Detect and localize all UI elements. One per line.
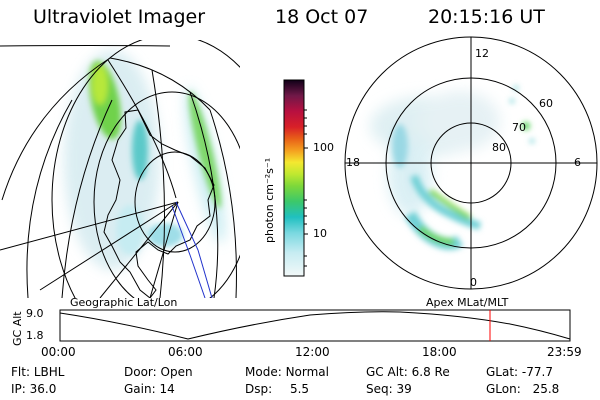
status-gain: Gain: 14 — [124, 382, 175, 396]
status-door-key: Door: — [124, 365, 157, 379]
polar-plot-label: Apex MLat/MLT — [426, 296, 509, 309]
status-glon-value: 25.8 — [532, 382, 560, 396]
altitude-track — [59, 309, 571, 342]
time-tick-0000: 00:00 — [41, 345, 76, 359]
gc-alt-tick-low: 1.8 — [26, 329, 44, 342]
status-gc-alt: GC Alt: 6.8 Re — [366, 365, 450, 379]
status-gc-alt-value: 6.8 Re — [411, 365, 450, 379]
colorbar-unit-label: photon cm⁻²s⁻¹ — [263, 157, 276, 243]
status-mode-value: Normal — [285, 365, 329, 379]
mlt-label-0: 0 — [470, 276, 477, 289]
time-label: 20:15:16 UT — [428, 6, 545, 28]
date-label: 18 Oct 07 — [275, 6, 369, 28]
status-seq-value: 39 — [396, 382, 412, 396]
colorbar-tick-10: 10 — [313, 227, 327, 240]
colorbar — [283, 79, 308, 277]
status-glat-key: GLat: — [486, 365, 519, 379]
status-flt-value: LBHL — [33, 365, 65, 379]
status-glon: GLon: 25.8 — [486, 382, 559, 396]
geographic-map — [0, 40, 240, 298]
status-gain-key: Gain: — [124, 382, 156, 396]
status-flt-key: Flt: — [11, 365, 30, 379]
status-dsp: Dsp: 5.5 — [245, 382, 309, 396]
time-tick-1200: 12:00 — [295, 345, 330, 359]
geo-map-label: Geographic Lat/Lon — [70, 296, 178, 309]
status-gc-alt-key: GC Alt: — [366, 365, 408, 379]
status-gain-value: 14 — [159, 382, 175, 396]
time-tick-2359: 23:59 — [547, 345, 582, 359]
status-mode: Mode: Normal — [245, 365, 329, 379]
status-seq: Seq: 39 — [366, 382, 412, 396]
status-door-value: Open — [160, 365, 193, 379]
status-ip-value: 36.0 — [29, 382, 57, 396]
mlt-label-12: 12 — [475, 47, 489, 60]
status-glat: GLat: -77.7 — [486, 365, 553, 379]
app-title: Ultraviolet Imager — [33, 6, 206, 28]
status-dsp-key: Dsp: — [245, 382, 273, 396]
colorbar-tick-100: 100 — [313, 141, 334, 154]
mlat-label-70: 70 — [512, 121, 526, 134]
status-flt: Flt: LBHL — [11, 365, 64, 379]
status-glat-value: -77.7 — [521, 365, 553, 379]
mlat-label-60: 60 — [539, 97, 553, 110]
status-seq-key: Seq: — [366, 382, 393, 396]
time-tick-1800: 18:00 — [422, 345, 457, 359]
status-ip-key: IP: — [11, 382, 26, 396]
time-tick-0600: 06:00 — [168, 345, 203, 359]
mlt-label-18: 18 — [346, 156, 360, 169]
status-door: Door: Open — [124, 365, 193, 379]
gc-alt-tick-high: 9.0 — [26, 307, 44, 320]
status-dsp-value: 5.5 — [289, 382, 310, 396]
status-glon-key: GLon: — [486, 382, 521, 396]
mlt-label-6: 6 — [574, 156, 581, 169]
mlat-label-80: 80 — [492, 141, 506, 154]
polar-plot — [344, 36, 598, 290]
gc-alt-axis-label: GC Alt — [11, 311, 24, 346]
status-mode-key: Mode: — [245, 365, 282, 379]
status-ip: IP: 36.0 — [11, 382, 56, 396]
